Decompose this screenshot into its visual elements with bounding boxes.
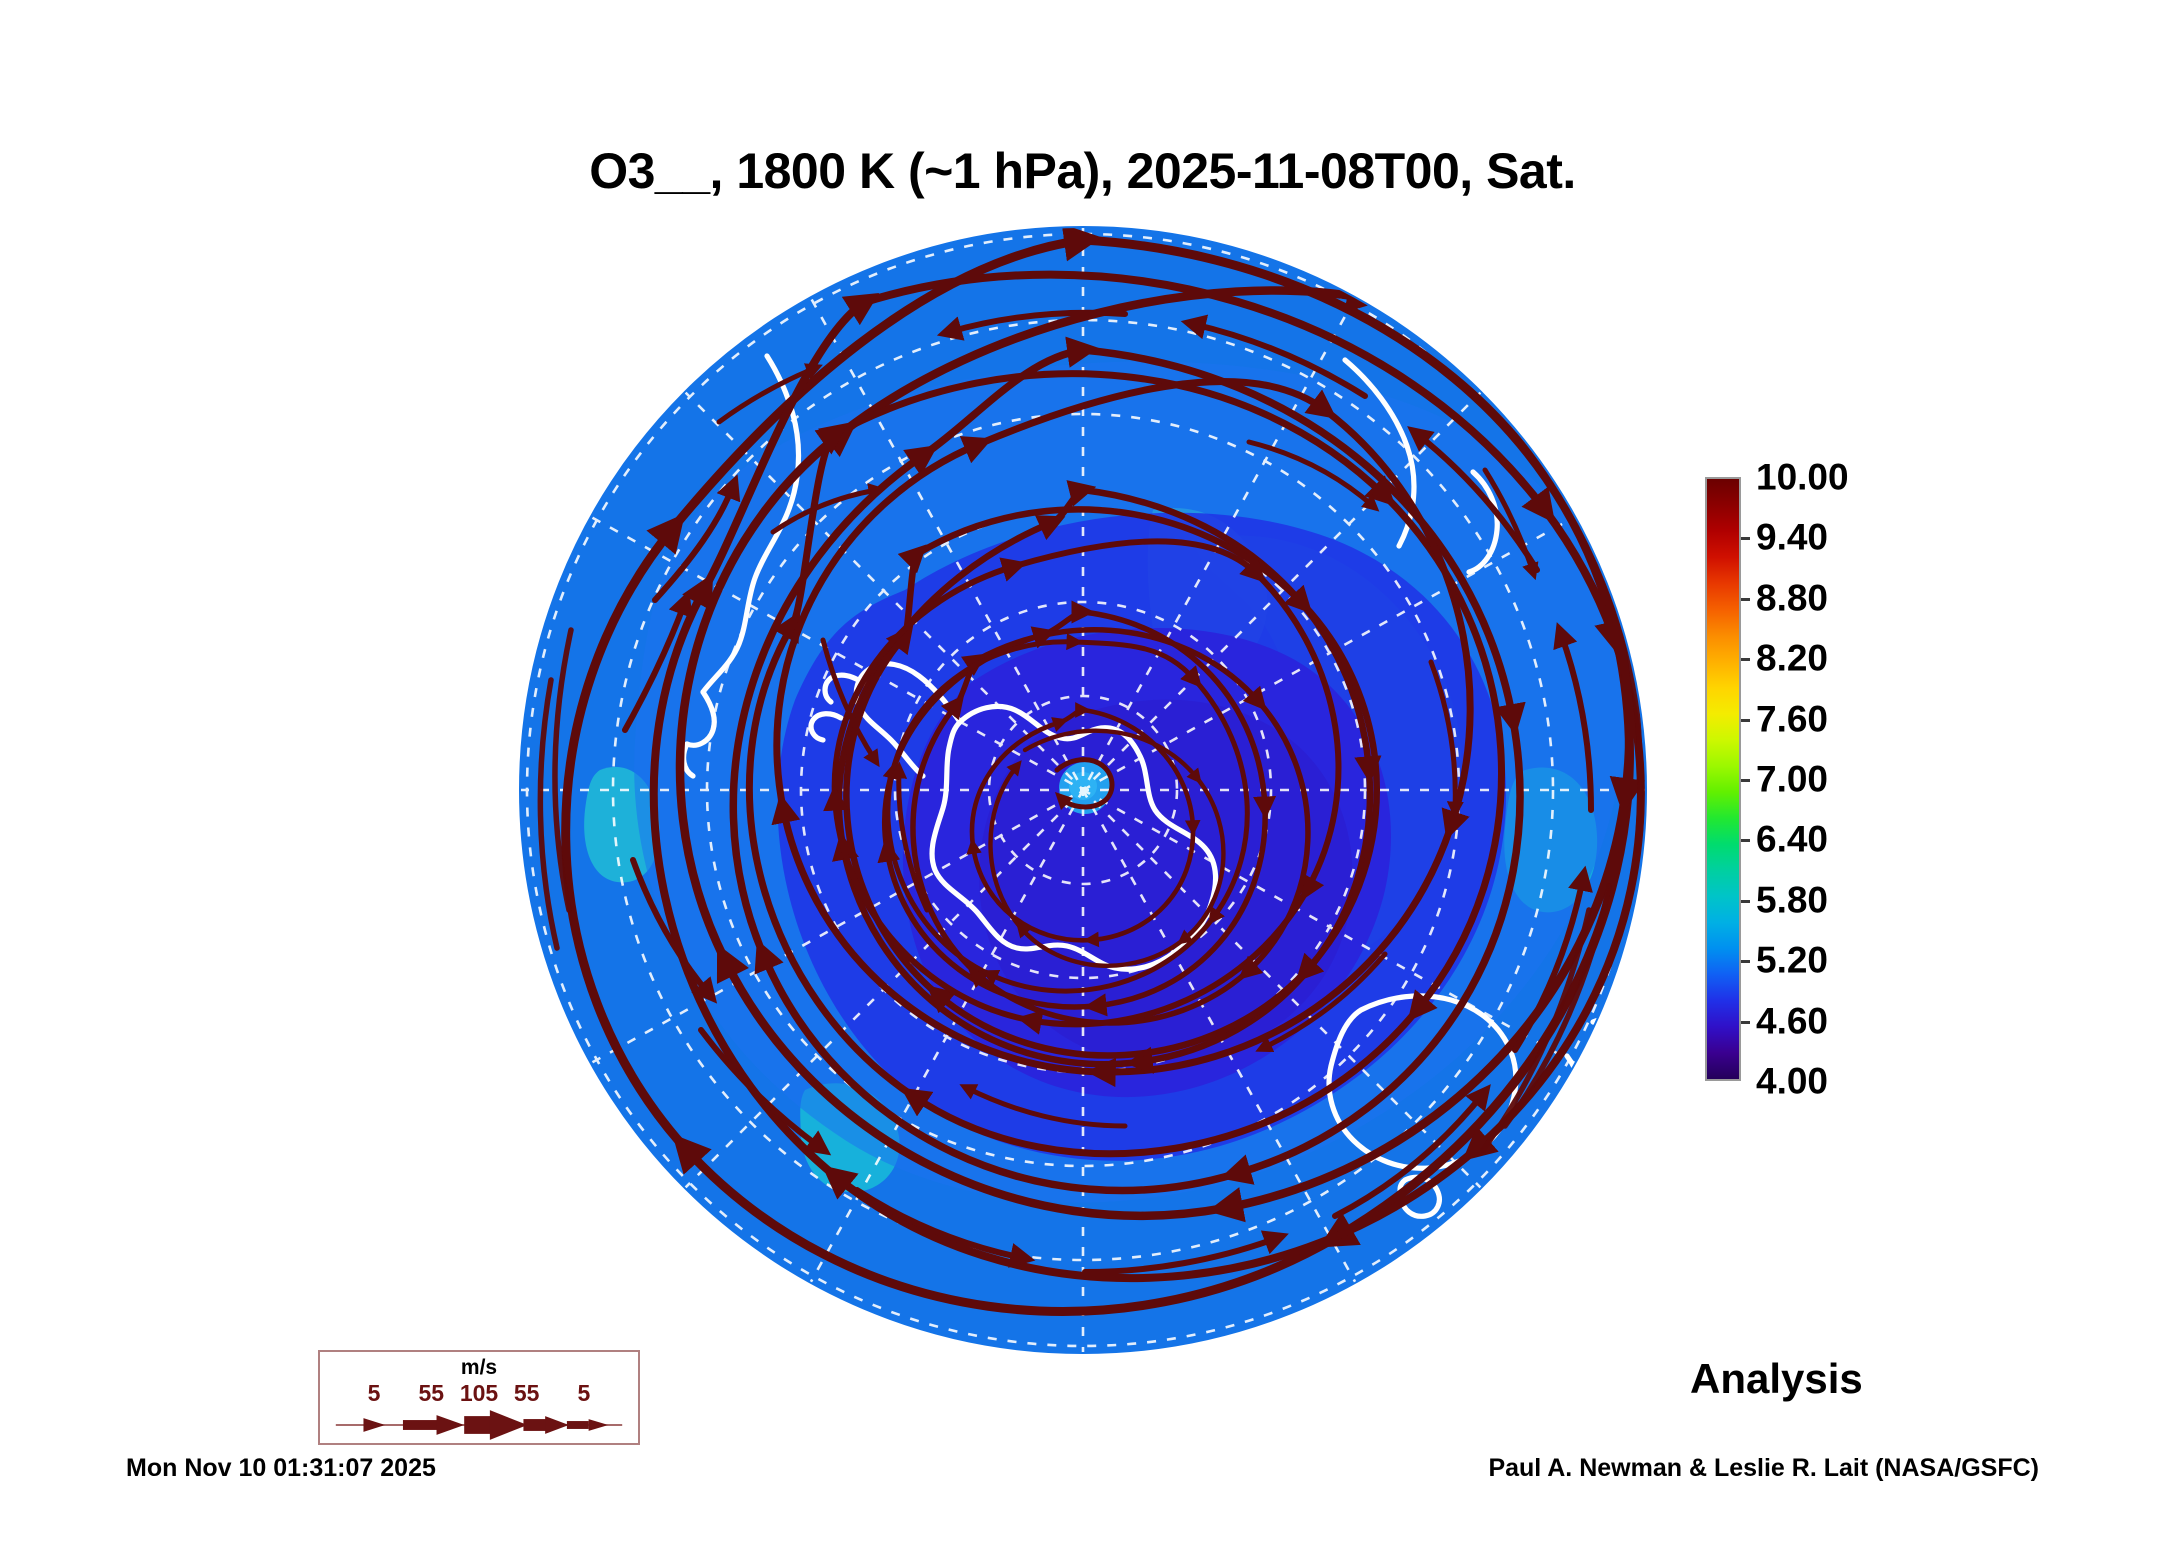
analysis-label: Analysis (1690, 1355, 1863, 1402)
wind-legend-value: 5 (577, 1380, 591, 1406)
colorbar-tick-label: 5.80 (1756, 879, 1829, 921)
colorbar-tick-mark (1741, 718, 1750, 722)
colorbar-tick-mark (1741, 839, 1750, 843)
colorbar-tick-label: 9.40 (1756, 516, 1829, 558)
colorbar-tick-label: 4.60 (1756, 1000, 1829, 1042)
page-title: O3__, 1800 K (~1 hPa), 2025-11-08T00, Sa… (589, 143, 1576, 199)
colorbar-tick-mark (1741, 597, 1750, 601)
colorbar-tick-label: 8.20 (1756, 637, 1829, 679)
wind-speed-legend: m/s 5 55 105 55 5 (318, 1350, 640, 1445)
colorbar-tick-mark (1741, 899, 1750, 903)
globe-limb (519, 226, 1647, 1354)
orthographic-map[interactable] (505, 210, 1665, 1355)
wind-legend-value: 105 (459, 1380, 499, 1406)
colorbar[interactable]: 10.00 9.40 8.80 8.20 7.60 7.00 6.40 5.80 5.20 4.6… (1700, 459, 2030, 1105)
colorbar-tick-mark (1741, 537, 1750, 541)
colorbar-tick-label: 5.20 (1756, 939, 1829, 981)
generation-timestamp: Mon Nov 10 01:31:07 2025 (126, 1454, 436, 1482)
attribution-credit: Paul A. Newman & Leslie R. Lait (NASA/GS… (1488, 1454, 2039, 1482)
colorbar-tick-mark (1741, 1020, 1750, 1024)
colorbar-tick-label: 10.00 (1756, 456, 1849, 498)
colorbar-tick-mark (1741, 779, 1750, 782)
colorbar-tick-mark (1741, 960, 1750, 964)
colorbar-tick-mark (1741, 658, 1750, 662)
colorbar-labels: 10.00 9.40 8.80 8.20 7.60 7.00 6.40 5.80 5.20 4.6… (1756, 459, 2016, 1100)
globe (519, 226, 1647, 1354)
wind-legend-unit-label: m/s (460, 1356, 498, 1379)
colorbar-tick-label: 6.40 (1756, 818, 1829, 860)
colorbar-ticks (1741, 477, 1751, 1081)
wind-legend-values: 5 55 105 55 5 (320, 1380, 638, 1406)
map-panel[interactable] (505, 210, 1665, 1355)
wind-legend-value: 5 (367, 1380, 381, 1406)
wind-legend-value: 55 (513, 1380, 540, 1406)
colorbar-tick-label: 8.80 (1756, 577, 1829, 619)
colorbar-gradient (1705, 477, 1741, 1081)
wind-legend-arrow-scale (335, 1410, 623, 1440)
colorbar-tick-label: 7.00 (1756, 758, 1829, 800)
wind-legend-value: 55 (418, 1380, 445, 1406)
colorbar-tick-label: 7.60 (1756, 698, 1829, 740)
colorbar-tick-label: 4.00 (1756, 1060, 1829, 1102)
